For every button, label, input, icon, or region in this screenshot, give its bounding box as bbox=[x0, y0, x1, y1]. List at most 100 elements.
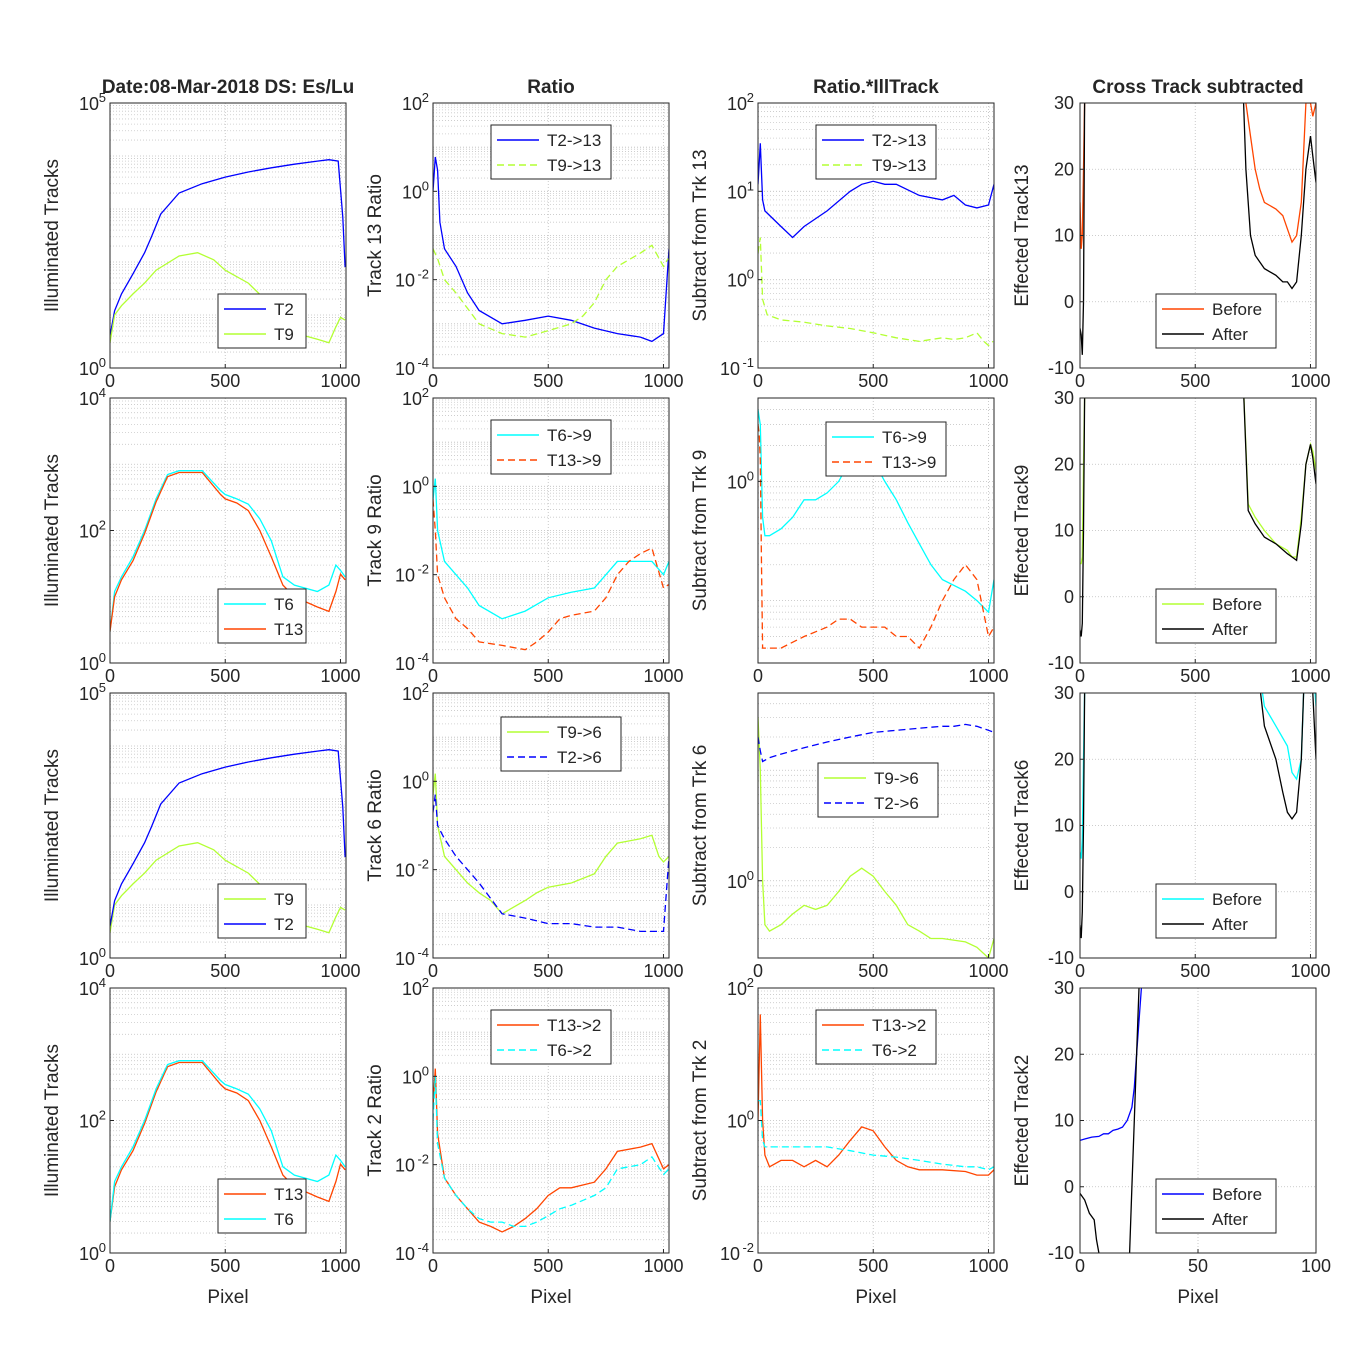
x-tick-label: 500 bbox=[1180, 961, 1210, 981]
y-tick-exponent: -2 bbox=[417, 1152, 429, 1167]
y-tick-label: 10 bbox=[395, 654, 415, 674]
legend-box bbox=[1155, 1178, 1277, 1234]
x-tick-label: 0 bbox=[1075, 961, 1085, 981]
y-tick-exponent: 4 bbox=[99, 975, 106, 990]
y-tick-label: 20 bbox=[1054, 159, 1074, 179]
legend-entry: T13 bbox=[274, 620, 303, 639]
y-tick-exponent: 0 bbox=[747, 868, 754, 883]
x-tick-label: 50 bbox=[1188, 1256, 1208, 1276]
y-axis-label: Subtract from Trk 13 bbox=[690, 149, 711, 321]
legend: T6->9 T13->9 bbox=[825, 421, 947, 477]
legend: Before After bbox=[1155, 883, 1277, 939]
y-tick-label: 10 bbox=[79, 949, 99, 969]
subplot-title: Ratio.*IllTrack bbox=[813, 77, 939, 98]
series-line-t9-6 bbox=[758, 717, 994, 958]
x-tick-label: 500 bbox=[210, 371, 240, 391]
y-tick-exponent: 0 bbox=[747, 468, 754, 483]
y-tick-exponent: 4 bbox=[99, 385, 106, 400]
x-tick-label: 0 bbox=[105, 961, 115, 981]
legend-entry: T6->2 bbox=[547, 1041, 592, 1060]
y-tick-exponent: 2 bbox=[422, 680, 429, 695]
legend-entry: T2 bbox=[274, 915, 294, 934]
legend-box bbox=[217, 883, 307, 939]
x-tick-label: 500 bbox=[210, 1256, 240, 1276]
y-tick-exponent: 0 bbox=[747, 1108, 754, 1123]
y-tick-label: 10 bbox=[1054, 816, 1074, 836]
y-tick-exponent: -2 bbox=[417, 562, 429, 577]
x-tick-label: 0 bbox=[428, 1256, 438, 1276]
y-tick-exponent: 2 bbox=[422, 90, 429, 105]
x-tick-label: 0 bbox=[428, 371, 438, 391]
y-axis-label: Track 6 Ratio bbox=[365, 769, 386, 881]
axes-box bbox=[757, 397, 995, 664]
x-tick-label: 1000 bbox=[320, 666, 360, 686]
x-axis-label: Pixel bbox=[207, 1287, 248, 1308]
y-tick-exponent: 2 bbox=[747, 975, 754, 990]
legend-box bbox=[815, 124, 937, 180]
y-tick-label: 10 bbox=[79, 1244, 99, 1264]
y-tick-label: 10 bbox=[720, 1244, 740, 1264]
y-axis-label: Illuminated Tracks bbox=[42, 159, 63, 312]
axes-box bbox=[432, 397, 670, 664]
y-tick-label: 30 bbox=[1054, 978, 1074, 998]
y-tick-exponent: -2 bbox=[417, 267, 429, 282]
legend-entry: T2->6 bbox=[874, 794, 919, 813]
legend-entry: T9 bbox=[274, 890, 294, 909]
y-tick-exponent: 0 bbox=[422, 1063, 429, 1078]
x-tick-label: 1000 bbox=[643, 371, 683, 391]
x-tick-label: 1000 bbox=[1290, 961, 1330, 981]
legend-entry: T9 bbox=[274, 325, 294, 344]
y-tick-exponent: -4 bbox=[417, 355, 429, 370]
series-line-after bbox=[1080, 693, 1316, 939]
series-line-t6-2 bbox=[758, 1099, 994, 1171]
x-tick-label: 500 bbox=[210, 666, 240, 686]
legend-entry: T13->2 bbox=[872, 1016, 926, 1035]
x-tick-label: 0 bbox=[105, 1256, 115, 1276]
y-tick-label: 10 bbox=[402, 94, 422, 114]
y-tick-label: 10 bbox=[727, 979, 747, 999]
x-tick-label: 100 bbox=[1301, 1256, 1331, 1276]
legend-box bbox=[217, 293, 307, 349]
y-tick-label: 20 bbox=[1054, 454, 1074, 474]
y-tick-exponent: 0 bbox=[422, 178, 429, 193]
y-tick-label: 10 bbox=[79, 1112, 99, 1132]
x-tick-label: 1000 bbox=[968, 1256, 1008, 1276]
legend-entry: After bbox=[1212, 1210, 1248, 1229]
y-tick-exponent: 5 bbox=[99, 90, 106, 105]
x-tick-label: 1000 bbox=[320, 961, 360, 981]
y-tick-exponent: 0 bbox=[99, 650, 106, 665]
y-tick-exponent: 0 bbox=[99, 355, 106, 370]
y-tick-label: 10 bbox=[395, 566, 415, 586]
subplot-title: Ratio bbox=[527, 77, 575, 98]
x-tick-label: 500 bbox=[533, 666, 563, 686]
y-axis-label: Illuminated Tracks bbox=[42, 749, 63, 902]
series-line-before bbox=[1080, 693, 1316, 859]
y-tick-label: 10 bbox=[402, 1067, 422, 1087]
legend-entry: T6->2 bbox=[872, 1041, 917, 1060]
x-tick-label: 500 bbox=[533, 1256, 563, 1276]
x-tick-label: 0 bbox=[105, 371, 115, 391]
series-line-t2-6 bbox=[758, 723, 994, 763]
series-line-t6-9 bbox=[433, 478, 669, 620]
y-tick-label: -10 bbox=[1048, 358, 1074, 378]
x-tick-label: 500 bbox=[533, 961, 563, 981]
y-tick-label: -10 bbox=[1048, 948, 1074, 968]
y-tick-label: 10 bbox=[720, 359, 740, 379]
y-tick-exponent: -4 bbox=[417, 1240, 429, 1255]
y-tick-label: 10 bbox=[395, 271, 415, 291]
legend-entry: T6 bbox=[274, 1210, 294, 1229]
axes-box bbox=[109, 102, 347, 369]
y-tick-label: 10 bbox=[402, 182, 422, 202]
series-line-t9-6 bbox=[433, 773, 669, 915]
legend-entry: T9->6 bbox=[874, 769, 919, 788]
legend-box bbox=[817, 762, 939, 818]
y-tick-label: 0 bbox=[1064, 587, 1074, 607]
